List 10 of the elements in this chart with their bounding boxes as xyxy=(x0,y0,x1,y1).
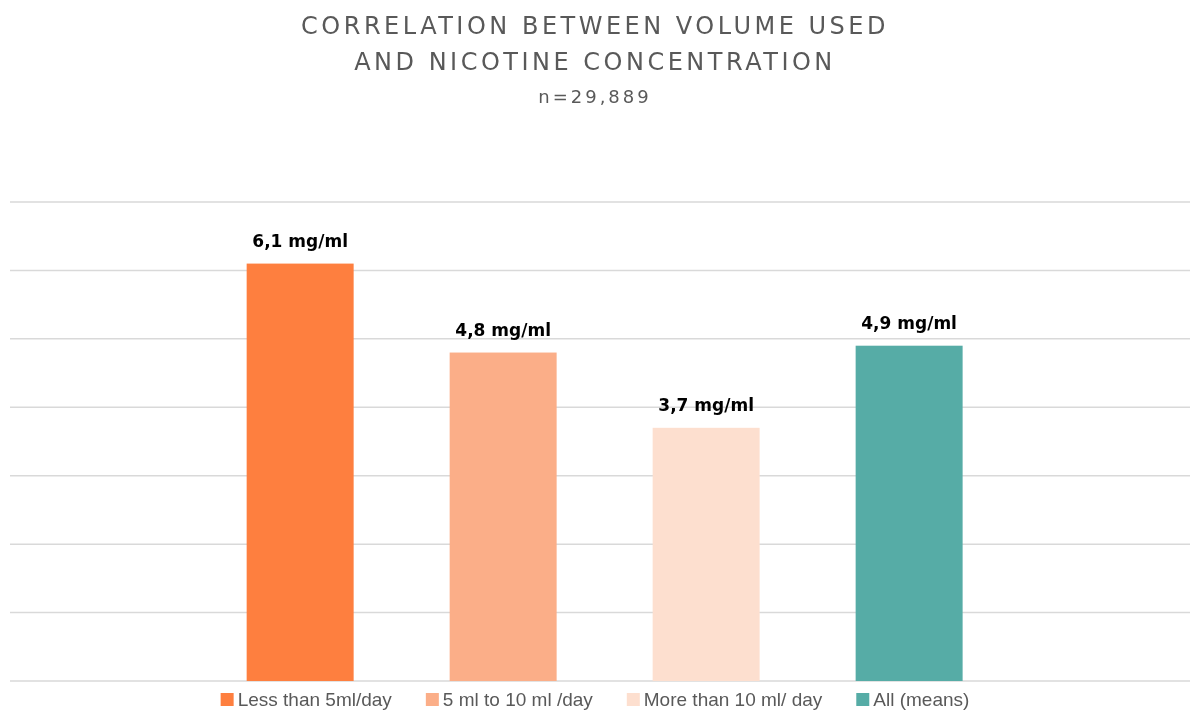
data-label: 6,1 mg/ml xyxy=(252,230,348,251)
legend-label: All (means) xyxy=(873,689,970,710)
data-label: 4,8 mg/ml xyxy=(455,319,551,340)
chart-title: CORRELATION BETWEEN VOLUME USED AND NICOTINE CONCENTRATION xyxy=(301,12,889,76)
chart-subtitle: n=29,889 xyxy=(538,86,652,107)
legend-label: More than 10 ml/ day xyxy=(643,689,823,710)
legend-label: Less than 5ml/day xyxy=(237,689,393,710)
legend-label: 5 ml to 10 ml /day xyxy=(442,689,594,710)
data-label: 3,7 mg/ml xyxy=(658,394,754,415)
data-label: 4,9 mg/ml xyxy=(861,312,957,333)
